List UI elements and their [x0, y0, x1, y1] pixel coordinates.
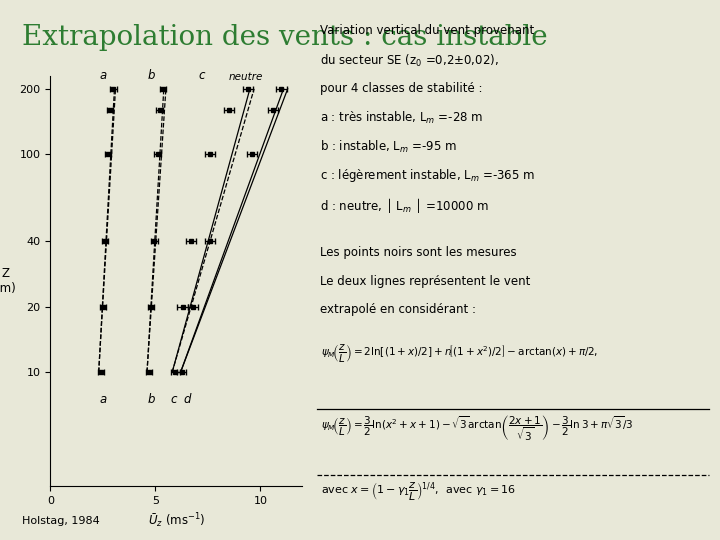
- Text: b : instable, L$_m$ =-95 m: b : instable, L$_m$ =-95 m: [320, 139, 457, 155]
- Text: a : très instable, L$_m$ =-28 m: a : très instable, L$_m$ =-28 m: [320, 110, 484, 126]
- Text: d: d: [183, 393, 191, 406]
- Text: b: b: [148, 69, 155, 82]
- Text: a: a: [99, 69, 107, 82]
- Text: b: b: [148, 393, 155, 406]
- Text: c : légèrement instable, L$_m$ =-365 m: c : légèrement instable, L$_m$ =-365 m: [320, 167, 536, 184]
- Text: Variation vertical du vent provenant: Variation vertical du vent provenant: [320, 24, 535, 37]
- Text: neutre: neutre: [229, 72, 264, 82]
- Text: Les points noirs sont les mesures: Les points noirs sont les mesures: [320, 246, 517, 259]
- Text: Le deux lignes représentent le vent: Le deux lignes représentent le vent: [320, 275, 531, 288]
- Text: du secteur SE (z$_0$ =0,2±0,02),: du secteur SE (z$_0$ =0,2±0,02),: [320, 53, 499, 69]
- X-axis label: $\bar{U}_z$ (ms$^{-1}$): $\bar{U}_z$ (ms$^{-1}$): [148, 511, 205, 530]
- Y-axis label: Z
(m): Z (m): [0, 267, 16, 295]
- Text: pour 4 classes de stabilité :: pour 4 classes de stabilité :: [320, 82, 483, 94]
- Text: c: c: [198, 69, 205, 82]
- Text: $\psi_M\!\left(\dfrac{z}{L}\right) = 2\ln\!\left[(1+x)/2\right]+n\!\left[(1+x^2): $\psi_M\!\left(\dfrac{z}{L}\right) = 2\l…: [321, 342, 598, 365]
- Text: d : neutre, │ L$_m$ │ =10000 m: d : neutre, │ L$_m$ │ =10000 m: [320, 196, 490, 215]
- Text: extrapolé en considérant :: extrapolé en considérant :: [320, 303, 477, 316]
- Text: c: c: [170, 393, 176, 406]
- Text: Holstag, 1984: Holstag, 1984: [22, 516, 99, 526]
- Text: avec $x = \left(1-\gamma_1\dfrac{z}{L}\right)^{1/4}$,  avec $\gamma_1 = 16$: avec $x = \left(1-\gamma_1\dfrac{z}{L}\r…: [321, 480, 516, 502]
- Text: $\psi_M\!\left(\dfrac{z}{L}\right) = \dfrac{3}{2}\ln(x^2+x+1)-\sqrt{3}\arctan\!\: $\psi_M\!\left(\dfrac{z}{L}\right) = \df…: [321, 414, 634, 443]
- Text: a: a: [99, 393, 107, 406]
- Text: Extrapolation des vents : cas instable: Extrapolation des vents : cas instable: [22, 24, 547, 51]
